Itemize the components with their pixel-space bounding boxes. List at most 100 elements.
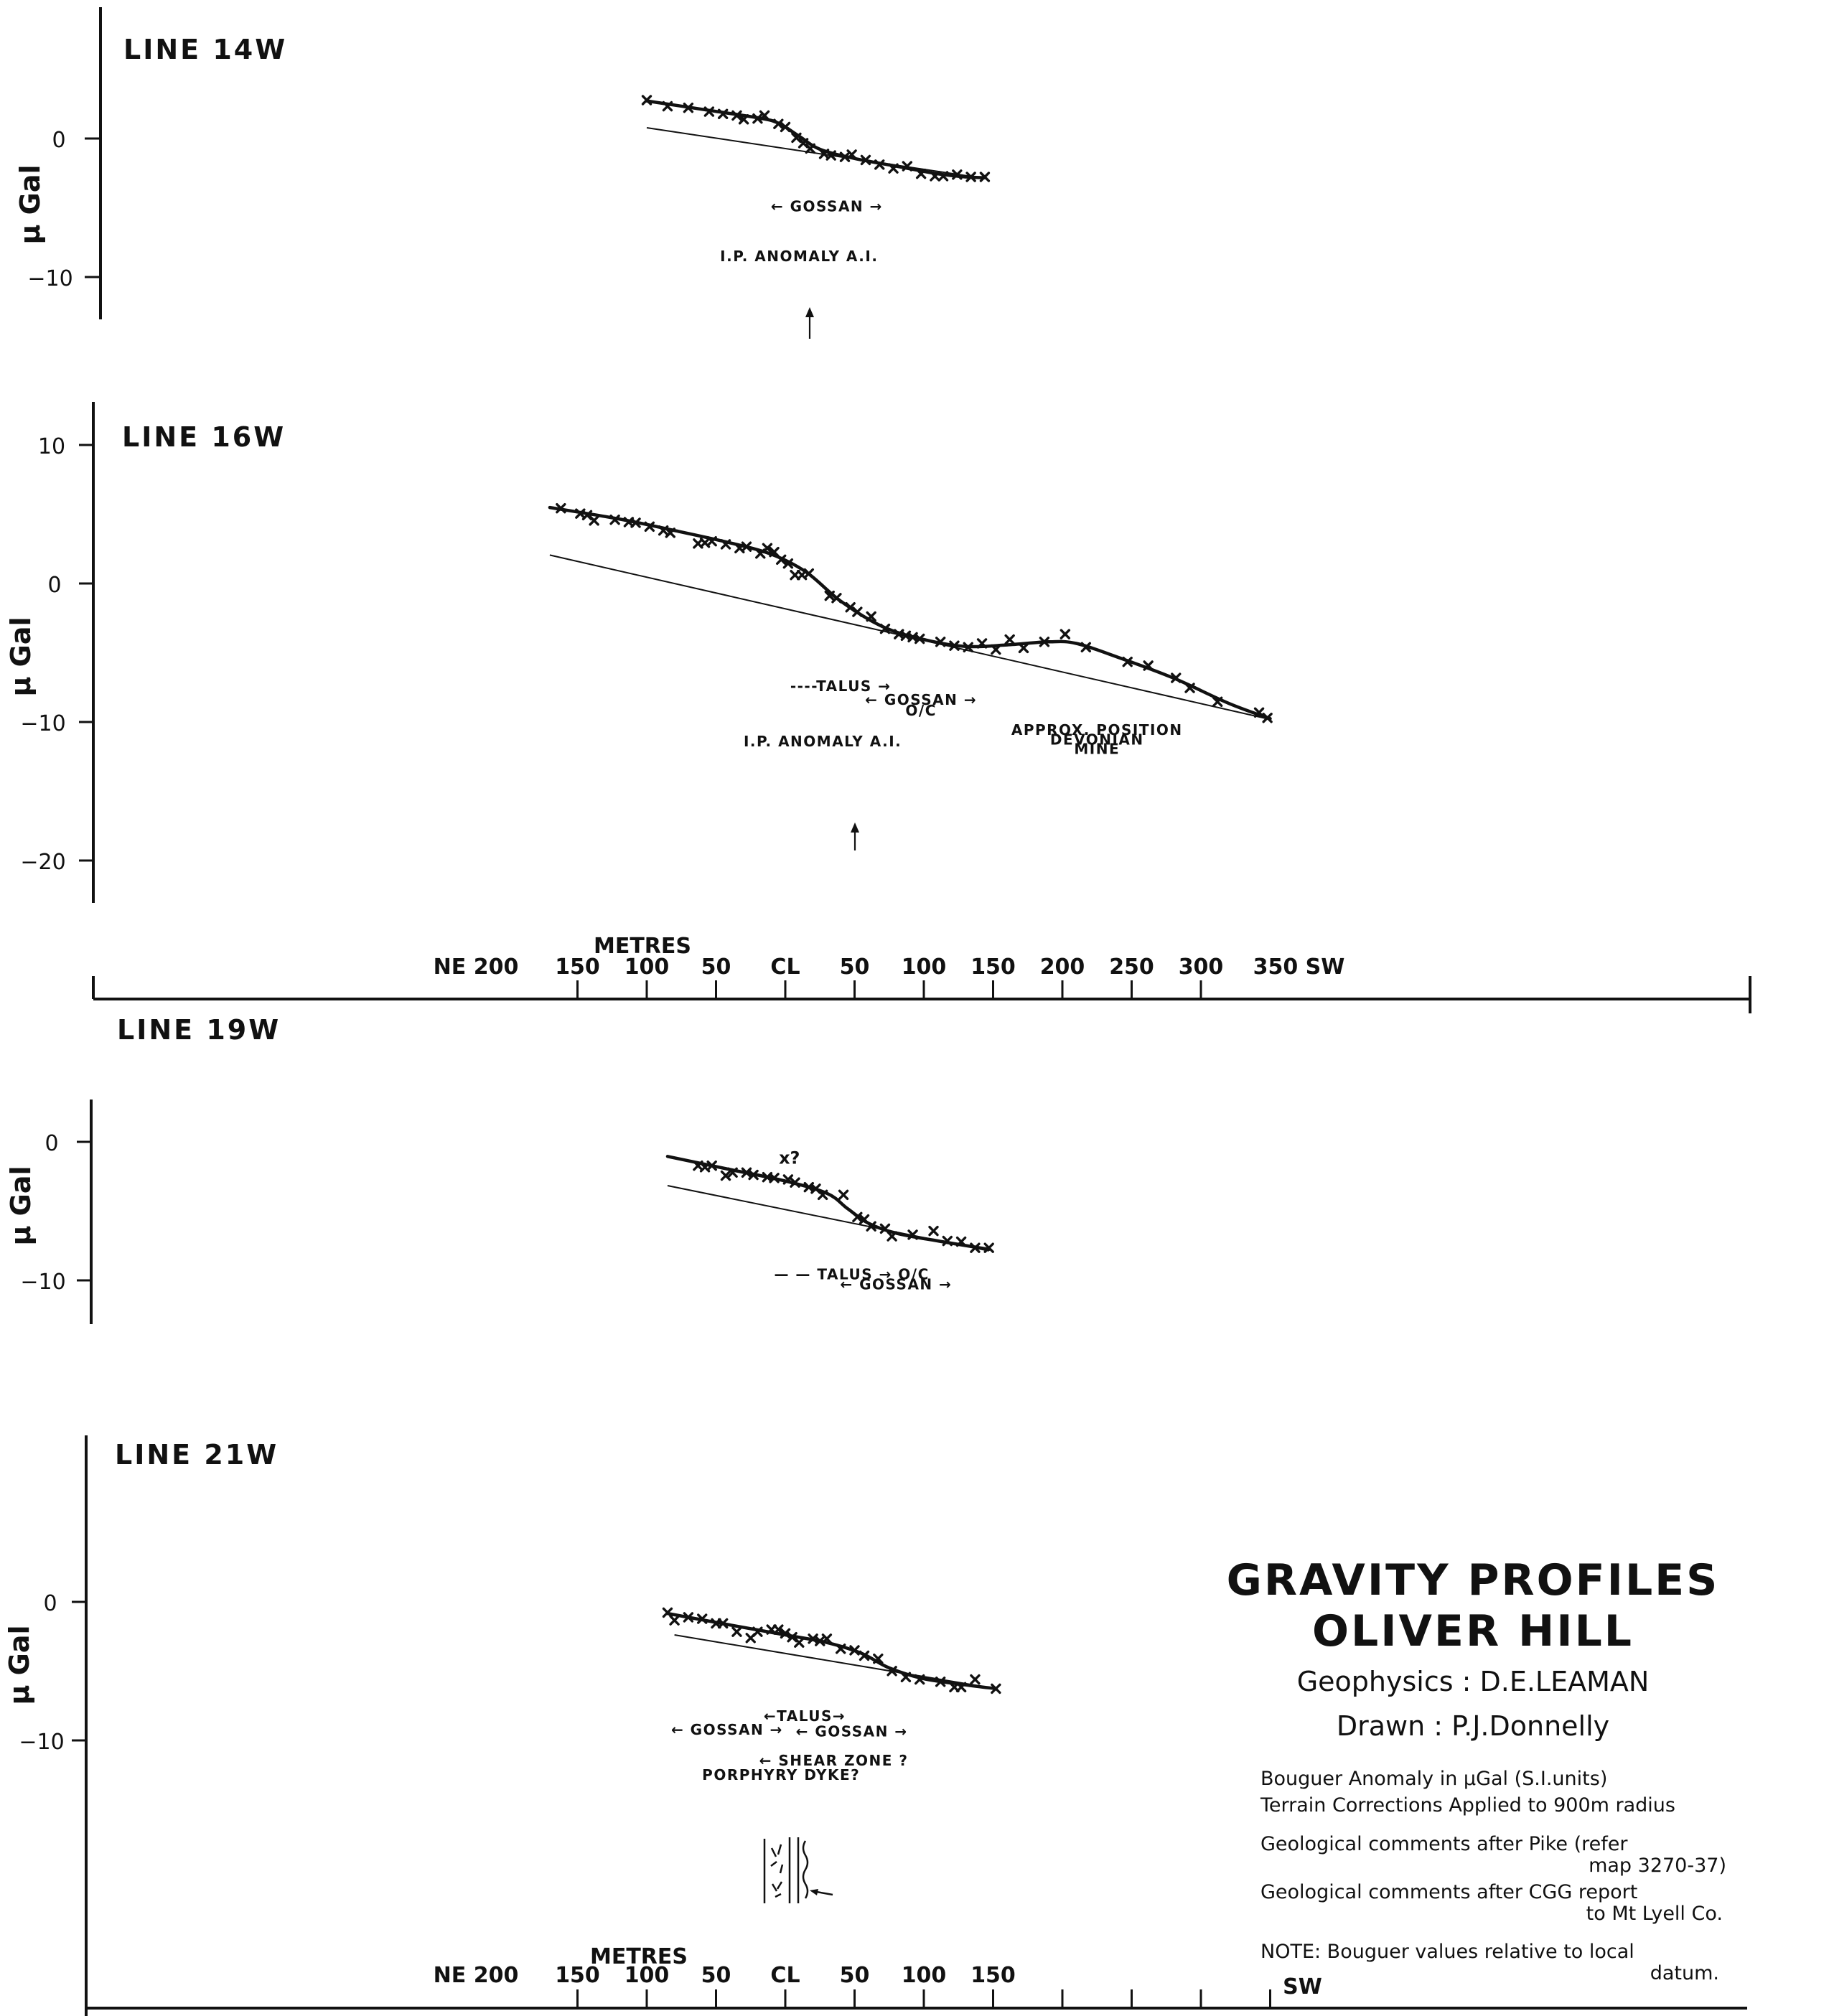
anomaly-curve-line-19w xyxy=(665,1155,991,1252)
scale-lower-tick-label-3: 50 xyxy=(701,1963,731,1988)
annotation-line-14w-0: ← GOSSAN → xyxy=(771,198,883,215)
data-point-line-21w-2 xyxy=(683,1612,694,1623)
data-point-line-21w-28 xyxy=(991,1683,1001,1694)
data-point-line-16w-9 xyxy=(665,528,676,538)
y-axis-label-line-16w: μ Gal xyxy=(5,616,37,696)
data-point-line-19w-8 xyxy=(769,1173,780,1183)
y-axis-label-line-21w: μ Gal xyxy=(4,1625,35,1705)
scale-lower-tick-label-2: 100 xyxy=(625,1963,670,1988)
data-point-line-21w-17 xyxy=(836,1644,846,1654)
data-point-line-19w-23 xyxy=(955,1236,967,1247)
data-point-line-14w-20 xyxy=(888,163,899,174)
y-axis-label-line-14w: μ Gal xyxy=(14,164,46,244)
data-point-line-21w-18 xyxy=(849,1645,860,1656)
scale-upper-tick-label-11: 350 SW xyxy=(1253,955,1345,980)
data-point-line-16w-28 xyxy=(866,611,876,622)
data-point-line-21w-1 xyxy=(669,1615,680,1626)
note-line-6: to Mt Lyell Co. xyxy=(1586,1903,1723,1925)
data-point-line-16w-44 xyxy=(1122,656,1133,667)
data-point-line-16w-4 xyxy=(609,514,620,525)
scale-upper-ticks: NE 200 150 100 50 CL 50 100 150 200 250 300 350 SW xyxy=(434,955,1345,999)
ip-anomaly-arrowhead-line-14w xyxy=(805,307,814,317)
data-point-line-16w-15 xyxy=(741,541,752,552)
data-point-line-19w-4 xyxy=(727,1167,738,1178)
scale-lower-tick-label-5: 50 xyxy=(840,1963,870,1988)
note-line-1: Bouguer Anomaly in μGal (S.I.units) xyxy=(1260,1768,1607,1790)
panel-title-line-19w: LINE 19W xyxy=(117,1014,281,1046)
scale-upper-title: METRES xyxy=(594,934,691,959)
data-point-line-16w-25 xyxy=(831,593,842,604)
data-point-line-14w-2 xyxy=(683,103,694,113)
data-point-line-19w-25 xyxy=(983,1242,994,1253)
data-point-line-19w-20 xyxy=(907,1229,918,1240)
data-point-line-16w-35 xyxy=(949,640,960,651)
data-point-line-14w-6 xyxy=(738,114,749,125)
plot-line-14w: ← GOSSAN → I.P. ANOMALY A.I. xyxy=(641,95,991,265)
data-point-line-19w-13 xyxy=(817,1189,828,1201)
y-tick-label-0-line-19w: 0 xyxy=(45,1131,58,1156)
regional-line-line-21w xyxy=(674,1634,996,1689)
data-point-line-16w-34 xyxy=(935,637,946,647)
data-point-line-21w-16 xyxy=(821,1633,833,1644)
annotation-line-14w-1: I.P. ANOMALY A.I. xyxy=(720,248,878,265)
data-point-line-16w-43 xyxy=(1080,642,1092,653)
data-point-line-19w-10 xyxy=(790,1177,800,1188)
data-point-line-14w-18 xyxy=(860,154,871,166)
data-point-line-16w-3 xyxy=(589,515,599,526)
data-point-line-14w-8 xyxy=(759,110,770,121)
note-line-2: Terrain Corrections Applied to 900m radi… xyxy=(1260,1794,1675,1816)
data-point-line-14w-27 xyxy=(979,172,991,182)
metres-scale-lower: METRES NE 200 150 100 50 CL 50 100 150 SW xyxy=(86,1944,1747,2010)
data-point-line-14w-15 xyxy=(825,150,836,161)
data-point-line-14w-22 xyxy=(915,169,927,179)
data-point-line-19w-17 xyxy=(866,1221,876,1232)
data-point-line-16w-23 xyxy=(803,568,815,579)
data-point-line-21w-24 xyxy=(935,1677,946,1687)
data-point-line-21w-13 xyxy=(794,1637,805,1648)
anomaly-curve-line-14w xyxy=(645,99,987,179)
scale-lower-tick-label-1: 150 xyxy=(555,1963,600,1988)
data-point-line-16w-36 xyxy=(963,642,973,653)
data-point-line-16w-38 xyxy=(991,644,1001,655)
panel-line-21w: 0 −10 μ Gal LINE 21W ←TALUS→← GOSSAN → ← … xyxy=(4,1435,1001,2016)
data-point-line-16w-45 xyxy=(1143,660,1154,671)
annotation-line-16w-2: O/C xyxy=(905,702,936,719)
geophysics-credit: Geophysics : D.E.LEAMAN xyxy=(1297,1666,1650,1697)
data-point-line-21w-6 xyxy=(731,1626,742,1637)
annotation-line-19w-1: ← GOSSAN → xyxy=(840,1275,952,1293)
data-point-line-14w-19 xyxy=(874,159,885,170)
data-point-line-14w-3 xyxy=(703,106,715,117)
title-block: GRAVITY PROFILES OLIVER HILL Geophysics … xyxy=(1227,1555,1726,1984)
scale-lower-tick-label-6: 100 xyxy=(902,1963,947,1988)
data-point-line-16w-6 xyxy=(630,517,641,528)
panel-line-14w: 0 −10 μ Gal LINE 14W ← GOSSAN → I.P. ANOM… xyxy=(14,7,991,339)
anomaly-curve-line-16w xyxy=(548,505,1272,721)
outlier-point-line-19w: x? xyxy=(779,1148,800,1168)
y-tick-label-m20-line-16w: −20 xyxy=(20,850,65,875)
annotation-line-21w-4: PORPHYRY DYKE? xyxy=(702,1766,860,1783)
sheet-title-1: GRAVITY PROFILES xyxy=(1227,1555,1720,1605)
data-point-line-16w-48 xyxy=(1212,696,1223,707)
y-tick-label-10-line-16w: 10 xyxy=(38,434,65,459)
scale-lower-sw-label: SW xyxy=(1283,1974,1322,1999)
data-point-line-16w-17 xyxy=(762,543,773,553)
data-point-line-14w-4 xyxy=(717,108,729,119)
data-point-line-21w-3 xyxy=(697,1613,708,1624)
data-point-line-14w-10 xyxy=(780,121,791,133)
scale-upper-tick-label-10: 300 xyxy=(1179,955,1224,980)
annotation-line-16w-4: APPROX. POSITION xyxy=(1011,721,1183,739)
panel-line-16w: 10 0 −10 −20 μ Gal LINE 16W ----TALUS →←… xyxy=(5,402,1273,903)
data-point-line-19w-19 xyxy=(887,1231,897,1242)
data-point-line-14w-1 xyxy=(662,100,673,112)
scale-upper-tick-label-0: NE 200 xyxy=(434,955,519,980)
data-point-line-21w-19 xyxy=(859,1650,870,1661)
y-tick-label-0-line-14w: 0 xyxy=(52,128,65,153)
note-line-4: map 3270-37) xyxy=(1589,1855,1726,1877)
data-point-line-19w-9 xyxy=(782,1174,794,1185)
y-axis-label-line-19w: μ Gal xyxy=(5,1166,37,1245)
plot-line-16w: ----TALUS →← GOSSAN →O/CI.P. ANOMALY A.I… xyxy=(548,502,1273,758)
scale-lower-title: METRES xyxy=(590,1944,688,1969)
scale-upper-tick-label-8: 200 xyxy=(1040,955,1085,980)
plot-line-19w: x? — — TALUS → O/C← GOSSAN → xyxy=(665,1148,994,1293)
note-line-5: Geological comments after CGG report xyxy=(1260,1881,1637,1903)
